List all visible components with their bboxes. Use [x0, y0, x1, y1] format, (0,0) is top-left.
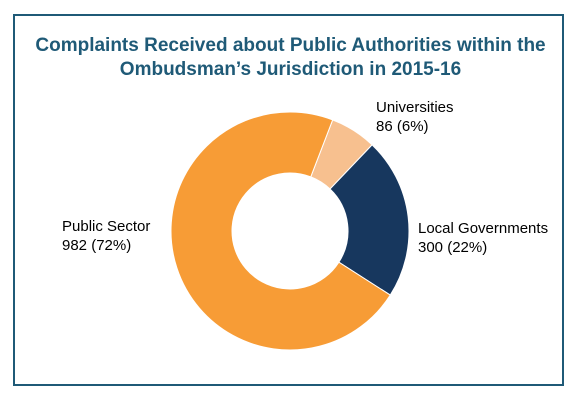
chart-title: Complaints Received about Public Authori… — [15, 34, 566, 82]
chart-frame: Complaints Received about Public Authori… — [13, 14, 564, 386]
chart-title-line-1: Complaints Received about Public Authori… — [35, 35, 546, 56]
chart-title-line-2: Ombudsman’s Jurisdiction in 2015-16 — [119, 59, 462, 80]
